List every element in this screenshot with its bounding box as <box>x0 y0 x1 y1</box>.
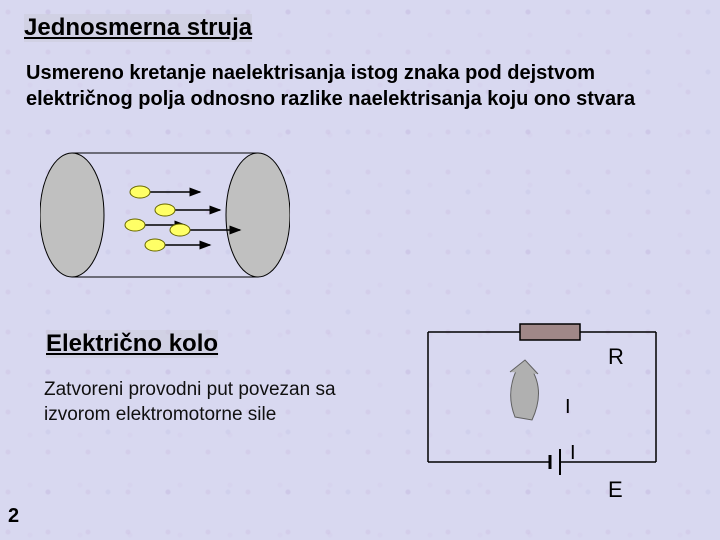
particle-group <box>125 186 240 251</box>
circuit-diagram: R I I E <box>410 322 670 512</box>
definition-electric-circuit: Zatvoreni provodni put povezan sa izvoro… <box>44 378 384 427</box>
definition-direct-current: Usmereno kretanje naelektrisanja istog z… <box>26 60 666 112</box>
emf-label: E <box>608 477 623 503</box>
title-electric-circuit: Električno kolo <box>46 330 218 358</box>
current-label: I <box>565 396 571 419</box>
page-number: 2 <box>8 505 19 528</box>
current-label-2: I <box>570 442 576 465</box>
cylinder-diagram <box>40 150 290 280</box>
current-loop-arrow <box>510 360 539 420</box>
title-direct-current: Jednosmerna struja <box>24 14 252 42</box>
resistor-label: R <box>608 344 624 370</box>
